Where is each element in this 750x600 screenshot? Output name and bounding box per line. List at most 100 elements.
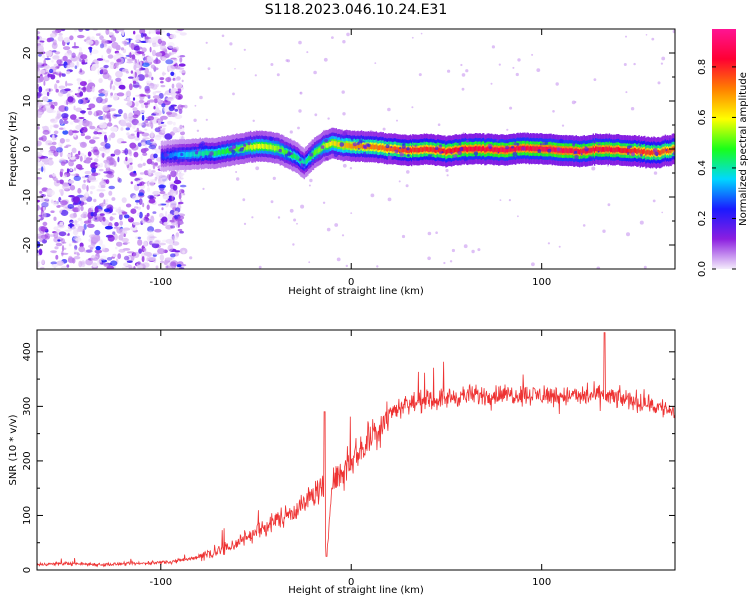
ridge-segment	[473, 146, 476, 152]
noise-blob	[41, 201, 49, 208]
noise-dot	[661, 56, 666, 61]
ridge-dot	[357, 147, 360, 150]
colorbar: 0.0 0.2 0.4 0.6 0.8 Normalized spectral ampl…	[697, 29, 749, 277]
noise-blob	[38, 86, 43, 93]
ridge-segment	[489, 146, 492, 152]
noise-blob	[67, 180, 75, 184]
noise-blob	[37, 179, 41, 186]
noise-blob	[167, 120, 173, 125]
ridge-dot	[539, 156, 543, 160]
ridge-dot	[176, 160, 181, 164]
ridge-segment	[526, 145, 528, 151]
ridge-segment	[254, 144, 256, 150]
ridge-segment	[481, 146, 484, 151]
ridge-dot	[672, 151, 675, 156]
noise-blob	[71, 45, 80, 49]
noise-blob	[106, 48, 112, 54]
noise-blob	[132, 72, 136, 78]
noise-blob	[162, 71, 165, 77]
ridge-segment	[500, 147, 502, 153]
ridge-dot	[597, 150, 600, 153]
noise-blob	[146, 230, 154, 237]
noise-blob	[120, 127, 124, 131]
noise-blob	[77, 187, 82, 194]
ridge-segment	[278, 146, 280, 152]
noise-dot	[411, 106, 414, 109]
noise-blob	[71, 52, 76, 59]
noise-blob	[53, 130, 59, 135]
ridge-segment	[435, 148, 437, 153]
ridge-dot	[427, 154, 432, 159]
noise-blob	[164, 133, 173, 140]
noise-blob	[43, 64, 50, 70]
noise-blob	[128, 83, 133, 91]
noise-blob	[147, 181, 150, 187]
noise-dot	[460, 63, 463, 67]
ridge-segment	[430, 146, 432, 152]
noise-blob	[77, 205, 81, 212]
ridge-segment	[488, 146, 491, 152]
noise-blob	[61, 73, 66, 77]
snr-y-tick-label: 200	[22, 451, 33, 470]
noise-blob	[65, 64, 71, 69]
noise-blob	[57, 35, 64, 42]
ridge-segment	[328, 141, 331, 147]
ridge-segment	[535, 146, 537, 152]
noise-dot	[314, 113, 318, 117]
ridge-segment	[281, 147, 284, 153]
noise-blob	[60, 29, 66, 32]
noise-blob	[153, 98, 159, 104]
noise-dot	[299, 92, 302, 94]
noise-blob	[78, 29, 84, 32]
noise-blob	[144, 73, 149, 78]
noise-dot	[334, 223, 339, 227]
noise-blob	[173, 210, 179, 216]
ridge-segment	[645, 150, 647, 156]
noise-blob	[62, 241, 67, 244]
noise-blob	[122, 227, 131, 231]
noise-dot	[508, 199, 511, 202]
noise-blob	[172, 126, 178, 134]
noise-blob	[166, 111, 173, 115]
noise-blob	[130, 42, 135, 50]
noise-blob	[37, 157, 41, 163]
ridge-dot	[626, 145, 631, 149]
ridge-segment	[508, 147, 510, 152]
snr-series-line	[37, 332, 675, 568]
noise-dot	[499, 199, 502, 202]
ridge-dot	[537, 149, 542, 154]
noise-blob	[125, 262, 129, 267]
ridge-segment	[294, 154, 296, 159]
ridge-segment	[262, 144, 264, 149]
ridge-segment	[529, 145, 532, 151]
ridge-dot	[665, 149, 668, 151]
noise-blob	[135, 101, 139, 107]
noise-blob	[111, 213, 117, 216]
ridge-dot	[325, 157, 329, 161]
snr-x-tick-label: 100	[532, 577, 551, 588]
noise-blob	[58, 33, 63, 36]
ridge-segment	[369, 144, 372, 149]
noise-blob	[172, 241, 180, 246]
noise-blob	[110, 61, 115, 66]
noise-blob	[89, 139, 96, 144]
noise-blob	[79, 81, 87, 87]
noise-blob	[81, 119, 90, 127]
noise-blob	[47, 142, 53, 146]
ridge-segment	[391, 146, 393, 152]
ridge-segment	[304, 159, 307, 165]
noise-dot	[387, 107, 391, 112]
ridge-segment	[509, 147, 511, 152]
noise-blob	[90, 191, 93, 195]
noise-blob	[60, 161, 66, 166]
noise-blob	[160, 84, 166, 88]
ridge-segment	[453, 148, 455, 153]
noise-blob	[47, 189, 55, 196]
ridge-dot	[194, 151, 199, 155]
ridge-segment	[207, 151, 209, 156]
noise-blob	[49, 145, 57, 151]
spectrogram-plot-area	[37, 29, 675, 269]
noise-dot	[342, 40, 346, 44]
noise-blob	[176, 221, 184, 225]
ridge-segment	[425, 146, 428, 152]
